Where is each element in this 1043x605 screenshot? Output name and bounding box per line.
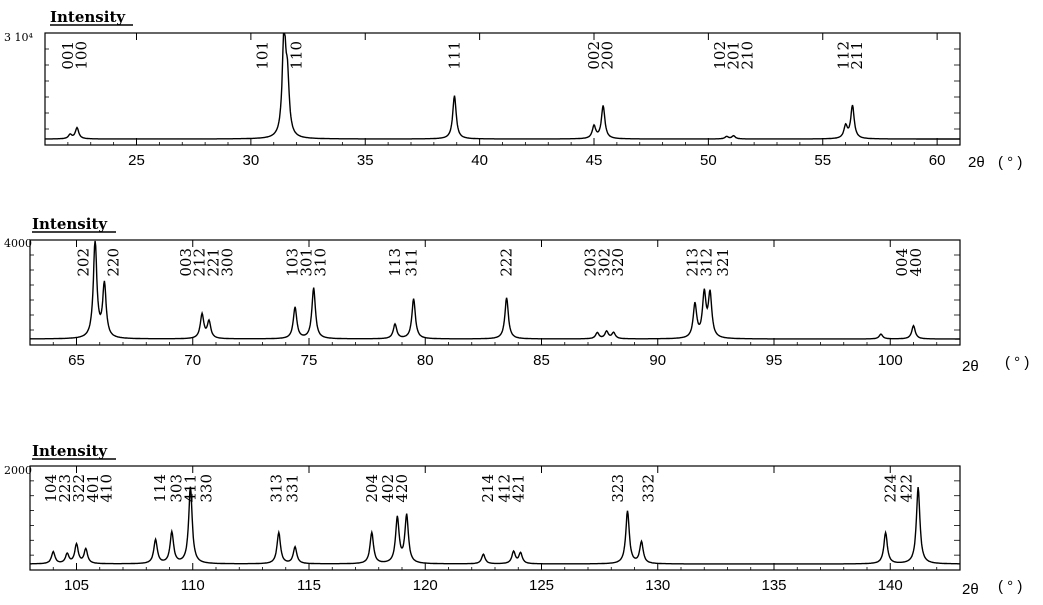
hkl-label: 421 [509, 474, 527, 503]
spectrum-line [30, 240, 960, 340]
hkl-label: 321 [714, 248, 732, 277]
x-axis-title: 2θ [962, 581, 979, 598]
spectrum-line [45, 33, 960, 140]
panel-3: Intensity 2000 2θ ( ° ) 105 110 115 120 125 1… [4, 442, 1022, 598]
hkl-label: 313 [267, 474, 285, 503]
hkl-label: 224 [881, 474, 899, 503]
hkl-label: 214 [479, 474, 497, 503]
x-axis-unit: ( ° ) [998, 578, 1022, 595]
hkl-label: 110 [288, 41, 306, 70]
hkl-label: 111 [446, 41, 464, 70]
x-tick-label: 55 [814, 152, 831, 169]
y-max-label: 3 10⁴ [4, 31, 33, 44]
hkl-label: 101 [253, 41, 271, 70]
hkl-label: 311 [402, 248, 420, 277]
y-axis-title: Intensity [50, 8, 126, 26]
hkl-label: 202 [75, 248, 93, 277]
hkl-label: 222 [498, 248, 516, 277]
x-axis-unit: ( ° ) [998, 154, 1022, 171]
hkl-label: 100 [73, 41, 91, 70]
x-tick-label: 75 [301, 352, 318, 369]
hkl-label: 211 [848, 41, 866, 70]
hkl-label: 402 [379, 474, 397, 503]
x-tick-label: 100 [878, 352, 903, 369]
hkl-label: 223 [56, 474, 74, 503]
hkl-label: 331 [284, 474, 302, 503]
panel-2: Intensity 4000 2θ ( ° ) 65 70 75 80 85 90 95 10… [4, 215, 1029, 375]
x-tick-label: 140 [878, 577, 903, 594]
hkl-label: 312 [698, 248, 716, 277]
hkl-label: 201 [725, 41, 743, 70]
x-tick-label: 80 [417, 352, 434, 369]
x-tick-label: 50 [700, 152, 717, 169]
hkl-label: 102 [711, 41, 729, 70]
hkl-label: 300 [219, 248, 237, 277]
hkl-label: 104 [42, 474, 60, 503]
hkl-label: 210 [738, 41, 756, 70]
hkl-label: 330 [198, 474, 216, 503]
hkl-label: 322 [70, 474, 88, 503]
hkl-label: 001 [59, 41, 77, 70]
hkl-label: 303 [168, 474, 186, 503]
y-axis-title: Intensity [32, 442, 108, 460]
y-max-label: 2000 [4, 464, 32, 477]
hkl-label: 220 [105, 248, 123, 277]
x-axis-title: 2θ [968, 154, 985, 171]
hkl-label: 400 [907, 248, 925, 277]
x-tick-label: 60 [929, 152, 946, 169]
hkl-label: 410 [98, 474, 116, 503]
x-tick-label: 65 [68, 352, 85, 369]
x-tick-label: 35 [357, 152, 374, 169]
plot-frame [29, 239, 961, 346]
y-axis-title: Intensity [32, 215, 108, 233]
x-tick-label: 120 [413, 577, 438, 594]
x-tick-label: 130 [645, 577, 670, 594]
x-tick-label: 90 [649, 352, 666, 369]
spectrum-line [30, 486, 960, 565]
hkl-label: 213 [684, 248, 702, 277]
hkl-label: 422 [898, 474, 916, 503]
x-tick-label: 125 [529, 577, 554, 594]
x-tick-label: 115 [297, 577, 321, 594]
hkl-label: 412 [495, 474, 513, 503]
hkl-label: 320 [609, 248, 627, 277]
x-tick-label: 95 [766, 352, 783, 369]
x-tick-label: 25 [128, 152, 145, 169]
x-tick-label: 70 [184, 352, 201, 369]
hkl-label: 103 [284, 248, 302, 277]
hkl-label: 411 [181, 474, 199, 503]
hkl-label: 002 [585, 41, 603, 70]
hkl-label: 401 [84, 474, 102, 503]
x-tick-label: 45 [586, 152, 603, 169]
hkl-label: 112 [834, 41, 852, 70]
hkl-label: 302 [595, 248, 613, 277]
hkl-label: 114 [151, 474, 169, 503]
hkl-label: 113 [386, 248, 404, 277]
hkl-label: 420 [393, 474, 411, 503]
y-max-label: 4000 [4, 237, 32, 250]
x-tick-label: 105 [64, 577, 89, 594]
hkl-label: 221 [205, 248, 223, 277]
hkl-label: 310 [312, 248, 330, 277]
panel-1: Intensity 3 10⁴ 2θ ( ° ) 25 30 35 40 45 50 55 6… [4, 8, 1022, 171]
hkl-label: 003 [177, 248, 195, 277]
hkl-label: 004 [893, 248, 911, 277]
x-tick-label: 30 [243, 152, 260, 169]
hkl-label: 301 [298, 248, 316, 277]
plot-frame [44, 32, 961, 146]
x-axis-unit: ( ° ) [1005, 354, 1029, 371]
hkl-label: 200 [599, 41, 617, 70]
hkl-label: 212 [191, 248, 209, 277]
x-tick-label: 85 [533, 352, 550, 369]
x-tick-label: 110 [181, 577, 205, 594]
hkl-label: 323 [609, 474, 627, 503]
x-tick-label: 40 [471, 152, 488, 169]
hkl-label: 332 [639, 474, 657, 503]
hkl-label: 204 [363, 474, 381, 503]
hkl-label: 203 [581, 248, 599, 277]
x-axis-title: 2θ [962, 358, 979, 375]
x-tick-label: 135 [761, 577, 786, 594]
